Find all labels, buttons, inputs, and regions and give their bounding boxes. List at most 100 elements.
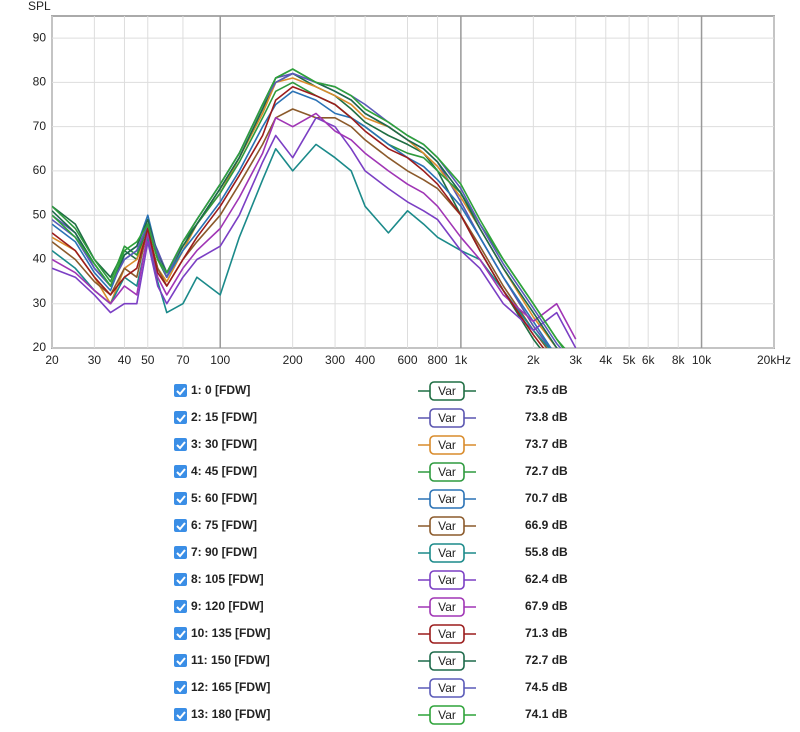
y-tick-label: 30 bbox=[33, 296, 47, 310]
y-tick-label: 90 bbox=[33, 30, 47, 44]
x-tick-label: 70 bbox=[176, 353, 190, 367]
var-label: Var bbox=[438, 411, 456, 425]
var-button[interactable] bbox=[429, 651, 465, 671]
legend-name: 6: 75 [FDW] bbox=[191, 518, 257, 532]
x-tick-label: 2k bbox=[527, 353, 541, 367]
var-button[interactable] bbox=[429, 381, 465, 401]
var-button[interactable] bbox=[429, 462, 465, 482]
var-button[interactable] bbox=[429, 570, 465, 590]
y-tick-label: 40 bbox=[33, 252, 47, 266]
legend-row: 4: 45 [FDW] Var 72.7 dB bbox=[174, 462, 568, 482]
var-label: Var bbox=[438, 681, 456, 695]
x-tick-label: 200 bbox=[283, 353, 303, 367]
var-label: Var bbox=[438, 600, 456, 614]
legend-row: 1: 0 [FDW] Var 73.5 dB bbox=[174, 381, 568, 401]
checkbox[interactable] bbox=[174, 519, 187, 532]
y-tick-label: 50 bbox=[33, 207, 47, 221]
checkbox[interactable] bbox=[174, 384, 187, 397]
checkmark bbox=[176, 549, 186, 558]
x-tick-label: 3k bbox=[569, 353, 583, 367]
x-tick-label: 4k bbox=[599, 353, 613, 367]
y-axis-label: SPL bbox=[28, 0, 51, 13]
x-tick-label: 10k bbox=[692, 353, 712, 367]
checkbox[interactable] bbox=[174, 573, 187, 586]
legend-level: 71.3 dB bbox=[525, 626, 568, 640]
checkbox[interactable] bbox=[174, 465, 187, 478]
legend-name: 2: 15 [FDW] bbox=[191, 410, 257, 424]
checkmark bbox=[176, 495, 186, 504]
plot-area bbox=[51, 15, 775, 349]
checkbox[interactable] bbox=[174, 681, 187, 694]
legend-name: 10: 135 [FDW] bbox=[191, 626, 270, 640]
series-line bbox=[52, 86, 545, 348]
legend-name: 8: 105 [FDW] bbox=[191, 572, 264, 586]
var-label: Var bbox=[438, 519, 456, 533]
checkbox[interactable] bbox=[174, 438, 187, 451]
legend-name: 3: 30 [FDW] bbox=[191, 437, 257, 451]
checkbox[interactable] bbox=[174, 492, 187, 505]
var-button[interactable] bbox=[429, 489, 465, 509]
legend-level: 74.1 dB bbox=[525, 707, 568, 721]
series-line bbox=[52, 143, 550, 348]
series-line bbox=[52, 77, 558, 348]
var-button[interactable] bbox=[429, 435, 465, 455]
legend-level: 73.7 dB bbox=[525, 437, 568, 451]
x-tick-label: 5k bbox=[623, 353, 637, 367]
legend-name: 7: 90 [FDW] bbox=[191, 545, 257, 559]
series-lines bbox=[52, 68, 577, 348]
x-tick-label: 30 bbox=[88, 353, 102, 367]
var-label: Var bbox=[438, 708, 456, 722]
checkmark bbox=[176, 630, 186, 639]
var-button[interactable] bbox=[429, 543, 465, 563]
series-line bbox=[52, 112, 577, 340]
legend-level: 72.7 dB bbox=[525, 653, 568, 667]
legend-row: 2: 15 [FDW] Var 73.8 dB bbox=[174, 408, 568, 428]
var-button[interactable] bbox=[429, 678, 465, 698]
x-tick-label: 600 bbox=[397, 353, 417, 367]
checkbox[interactable] bbox=[174, 600, 187, 613]
legend-level: 73.5 dB bbox=[525, 383, 568, 397]
checkbox[interactable] bbox=[174, 654, 187, 667]
series-line bbox=[52, 72, 562, 348]
checkbox[interactable] bbox=[174, 546, 187, 559]
x-tick-label: 400 bbox=[355, 353, 375, 367]
var-label: Var bbox=[438, 654, 456, 668]
legend-name: 9: 120 [FDW] bbox=[191, 599, 264, 613]
x-tick-label: 40 bbox=[118, 353, 132, 367]
var-label: Var bbox=[438, 546, 456, 560]
checkmark bbox=[176, 603, 186, 612]
legend-row: 9: 120 [FDW] Var 67.9 dB bbox=[174, 597, 568, 617]
var-button[interactable] bbox=[429, 624, 465, 644]
var-button[interactable] bbox=[429, 705, 465, 725]
checkbox[interactable] bbox=[174, 627, 187, 640]
checkbox[interactable] bbox=[174, 411, 187, 424]
var-label: Var bbox=[438, 438, 456, 452]
checkmark bbox=[176, 522, 186, 531]
var-button[interactable] bbox=[429, 597, 465, 617]
x-tick-label: 8k bbox=[672, 353, 686, 367]
x-tick-label: 6k bbox=[642, 353, 656, 367]
x-tick-label: 50 bbox=[141, 353, 155, 367]
legend-row: 3: 30 [FDW] Var 73.7 dB bbox=[174, 435, 568, 455]
legend-name: 5: 60 [FDW] bbox=[191, 491, 257, 505]
legend-name: 4: 45 [FDW] bbox=[191, 464, 257, 478]
var-label: Var bbox=[438, 627, 456, 641]
var-button[interactable] bbox=[429, 408, 465, 428]
checkmark bbox=[176, 684, 186, 693]
legend-name: 1: 0 [FDW] bbox=[191, 383, 250, 397]
y-tick-label: 80 bbox=[33, 75, 47, 89]
legend-row: 13: 180 [FDW] Var 74.1 dB bbox=[174, 705, 568, 725]
legend-name: 11: 150 [FDW] bbox=[191, 653, 270, 667]
legend-row: 6: 75 [FDW] Var 66.9 dB bbox=[174, 516, 568, 536]
checkbox[interactable] bbox=[174, 708, 187, 721]
checkmark bbox=[176, 576, 186, 585]
checkmark bbox=[176, 468, 186, 477]
var-label: Var bbox=[438, 573, 456, 587]
x-tick-label: 20kHz bbox=[757, 353, 791, 367]
legend-level: 72.7 dB bbox=[525, 464, 568, 478]
legend-name: 13: 180 [FDW] bbox=[191, 707, 270, 721]
var-button[interactable] bbox=[429, 516, 465, 536]
x-tick-label: 100 bbox=[210, 353, 230, 367]
y-tick-label: 60 bbox=[33, 163, 47, 177]
var-label: Var bbox=[438, 492, 456, 506]
